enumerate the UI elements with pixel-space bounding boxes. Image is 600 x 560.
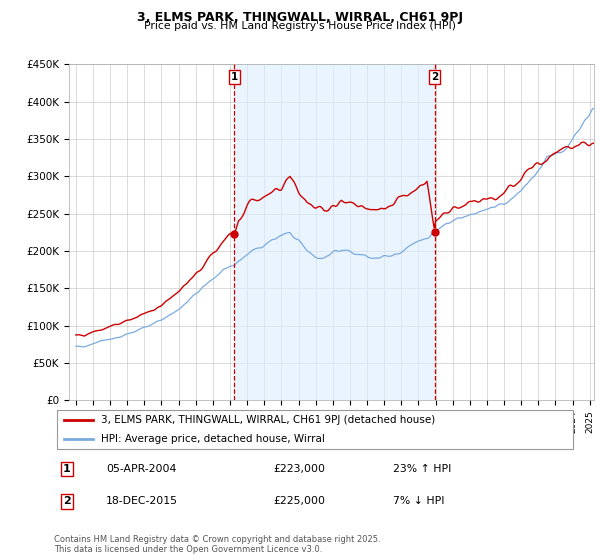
Text: 7% ↓ HPI: 7% ↓ HPI xyxy=(394,496,445,506)
Text: £223,000: £223,000 xyxy=(273,464,325,474)
Text: Price paid vs. HM Land Registry's House Price Index (HPI): Price paid vs. HM Land Registry's House … xyxy=(144,21,456,31)
Text: Contains HM Land Registry data © Crown copyright and database right 2025.
This d: Contains HM Land Registry data © Crown c… xyxy=(54,535,380,554)
Text: 1: 1 xyxy=(63,464,71,474)
Text: 23% ↑ HPI: 23% ↑ HPI xyxy=(394,464,452,474)
Text: 2: 2 xyxy=(431,72,439,82)
Text: £225,000: £225,000 xyxy=(273,496,325,506)
Text: HPI: Average price, detached house, Wirral: HPI: Average price, detached house, Wirr… xyxy=(101,435,325,445)
Text: 3, ELMS PARK, THINGWALL, WIRRAL, CH61 9PJ: 3, ELMS PARK, THINGWALL, WIRRAL, CH61 9P… xyxy=(137,11,463,24)
Text: 1: 1 xyxy=(231,72,238,82)
Text: 18-DEC-2015: 18-DEC-2015 xyxy=(106,496,178,506)
Bar xyxy=(235,64,435,400)
Text: 3, ELMS PARK, THINGWALL, WIRRAL, CH61 9PJ (detached house): 3, ELMS PARK, THINGWALL, WIRRAL, CH61 9P… xyxy=(101,415,435,425)
FancyBboxPatch shape xyxy=(56,410,574,449)
Text: 05-APR-2004: 05-APR-2004 xyxy=(106,464,176,474)
Text: 2: 2 xyxy=(63,496,71,506)
